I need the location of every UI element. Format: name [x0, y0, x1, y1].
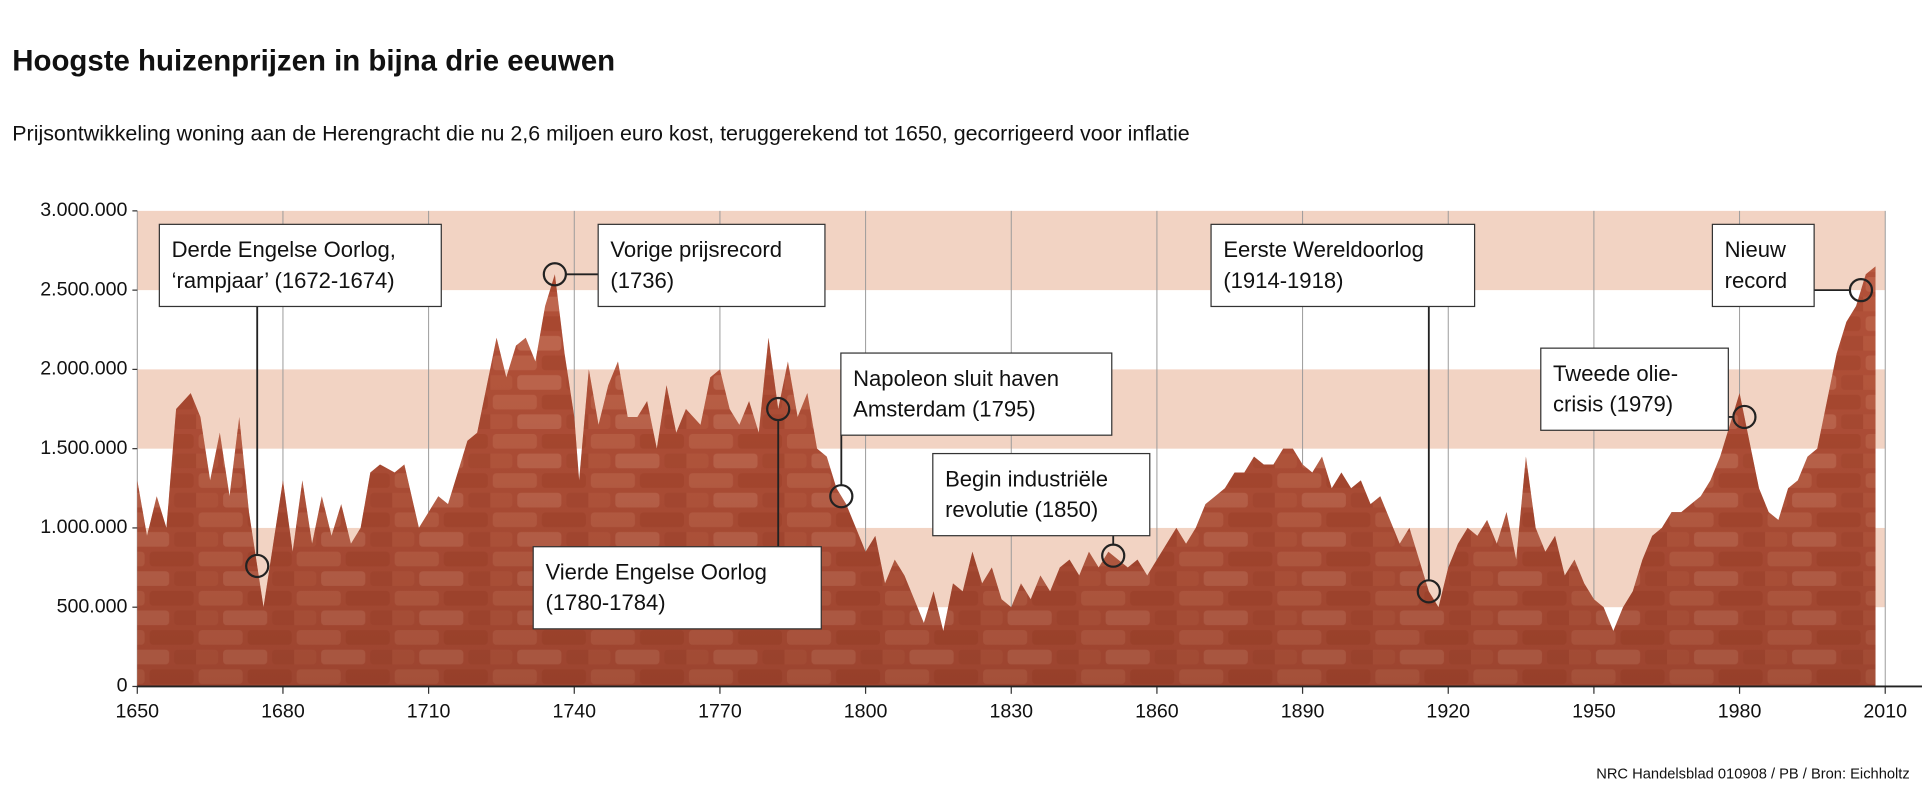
annotation-text: Napoleon sluit haven	[853, 366, 1059, 391]
annotation-text: Begin industriële	[945, 466, 1108, 491]
source: NRC Handelsblad 010908 / PB / Bron: Eich…	[1596, 767, 1910, 783]
annotation-text: Vorige prijsrecord	[610, 237, 782, 262]
annotation-box	[532, 546, 822, 630]
y-tick-label: 3.000.000	[40, 199, 127, 221]
annotation-text: Nieuw	[1725, 237, 1786, 262]
annotation-box	[932, 452, 1151, 537]
y-tick-label: 2.500.000	[40, 278, 127, 300]
x-tick-label: 1830	[989, 700, 1033, 722]
annotation-text: (1780-1784)	[545, 590, 665, 615]
x-tick-label: 1650	[115, 700, 159, 722]
annotation-point	[1101, 543, 1126, 568]
annotation-box	[158, 223, 442, 308]
y-tick-label: 2.000.000	[40, 358, 127, 380]
y-tick-label: 1.500.000	[40, 437, 127, 459]
annotation-point	[829, 484, 854, 509]
x-tick-label: 1890	[1281, 700, 1325, 722]
annotation-box	[1711, 223, 1815, 308]
annotation-text: ‘rampjaar’ (1672-1674)	[172, 268, 395, 293]
annotation-text: crisis (1979)	[1553, 392, 1673, 417]
annotation-text: Derde Engelse Oorlog,	[172, 237, 396, 262]
annotation-point	[766, 396, 791, 422]
annotation-text: revolutie (1850)	[945, 497, 1098, 522]
x-tick-label: 1710	[407, 700, 451, 722]
x-tick-label: 2010	[1863, 700, 1907, 722]
annotation-text: Vierde Engelse Oorlog	[545, 560, 766, 585]
annotation-point	[1732, 404, 1757, 430]
annotation-text: record	[1725, 268, 1788, 293]
chart-title: Hoogste huizenprijzen in bijna drie eeuw…	[12, 44, 615, 77]
x-tick-label: 1740	[552, 700, 596, 722]
annotation-point	[245, 553, 270, 579]
annotation-text: Amsterdam (1795)	[853, 396, 1036, 421]
annotation-point	[542, 262, 567, 287]
x-tick-label: 1860	[1135, 700, 1179, 722]
y-tick-label: 500.000	[57, 595, 128, 617]
annotation-text: (1914-1918)	[1223, 268, 1343, 293]
x-tick-label: 1800	[844, 700, 888, 722]
y-tick-label: 1.000.000	[40, 516, 127, 538]
chart-subtitle: Prijsontwikkeling woning aan de Herengra…	[12, 122, 1189, 146]
x-tick-label: 1920	[1426, 700, 1470, 722]
annotation-box	[840, 352, 1113, 436]
x-tick-label: 1980	[1718, 700, 1762, 722]
annotation-box	[1540, 347, 1729, 431]
annotation-text: Tweede olie-	[1553, 361, 1678, 386]
y-tick-label: 0	[117, 675, 128, 697]
annotation-box	[1210, 223, 1476, 308]
annotation-box	[597, 223, 826, 308]
annotation-point	[1848, 277, 1874, 303]
annotation-text: Eerste Wereldoorlog	[1223, 237, 1424, 262]
annotation-text: (1736)	[610, 268, 674, 293]
annotation-point	[1416, 579, 1441, 604]
x-tick-label: 1770	[698, 700, 742, 722]
x-tick-label: 1950	[1572, 700, 1616, 722]
x-tick-label: 1680	[261, 700, 305, 722]
